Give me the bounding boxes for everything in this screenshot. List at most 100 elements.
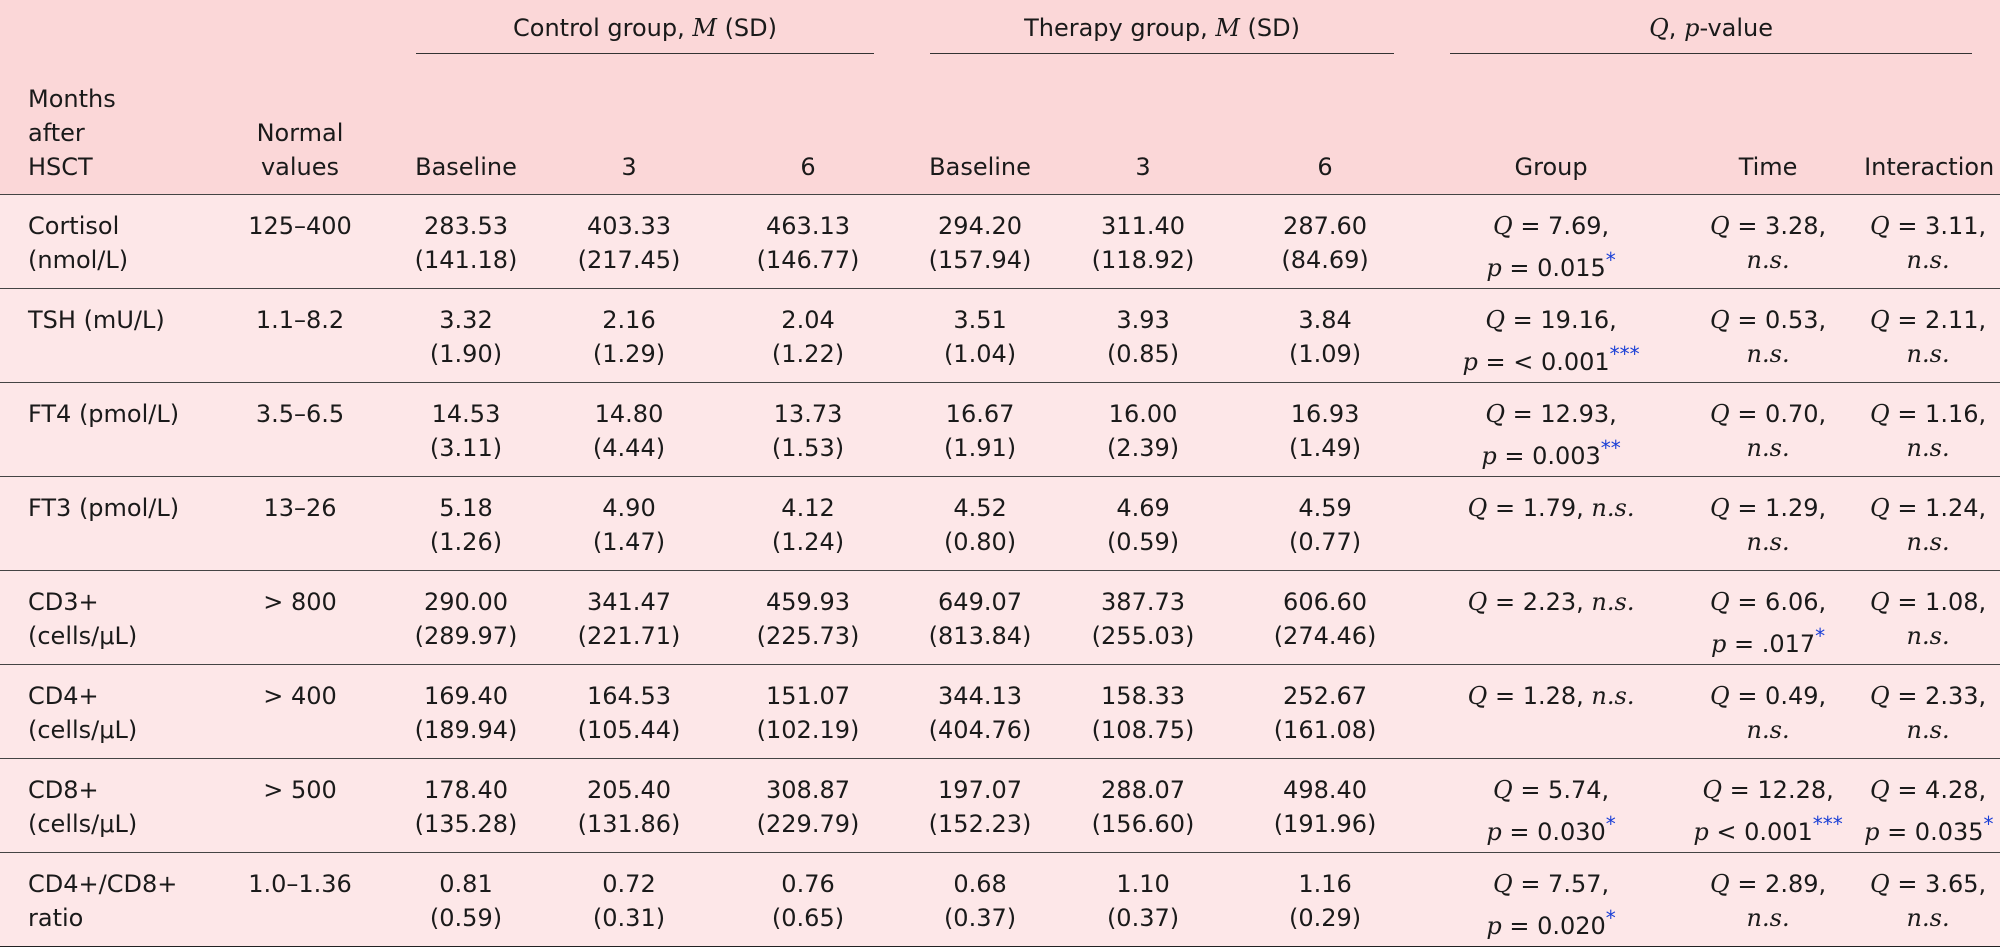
cell-interaction-stat: Q = 4.28, p = 0.035* [1856, 758, 2000, 853]
cell-interaction-stat: Q = 1.16, n.s. [1856, 382, 2000, 477]
cell-time-stat: Q = 0.49, n.s. [1680, 664, 1857, 759]
cell-therapy-6: 1.16 (0.29) [1228, 852, 1423, 947]
cell-time-stat: Q = 12.28, p < 0.001*** [1680, 758, 1857, 853]
cell-control-6: 0.76 (0.65) [714, 852, 903, 947]
cell-control-6: 151.07 (102.19) [714, 664, 903, 759]
row-label: Cortisol (nmol/L) [0, 194, 212, 289]
normal-value-cell: > 800 [212, 570, 388, 665]
subheader-therapy-3: 3 [1058, 60, 1229, 195]
table-row: FT4 (pmol/L) 3.5–6.5 14.53 (3.11) 14.80 (4.44… [0, 382, 2000, 477]
subheader-group: Group [1422, 60, 1681, 195]
cell-interaction-stat: Q = 1.08, n.s. [1856, 570, 2000, 665]
cell-therapy-6: 498.40 (191.96) [1228, 758, 1423, 853]
significance-stars: * [1605, 248, 1616, 272]
cell-therapy-3: 1.10 (0.37) [1058, 852, 1229, 947]
normal-values-header: Normal values [212, 60, 388, 195]
subheader-control-baseline: Baseline [388, 60, 544, 195]
cell-time-stat: Q = 3.28, n.s. [1680, 194, 1857, 289]
row-label: CD4+ (cells/μL) [0, 664, 212, 759]
cell-therapy-baseline: 4.52 (0.80) [902, 476, 1059, 571]
cell-group-stat: Q = 2.23, n.s. [1422, 570, 1681, 665]
cell-therapy-3: 288.07 (156.60) [1058, 758, 1229, 853]
subheader-time: Time [1680, 60, 1857, 195]
cell-control-baseline: 14.53 (3.11) [388, 382, 544, 477]
row-label: FT3 (pmol/L) [0, 476, 212, 571]
cell-group-stat: Q = 19.16, p = < 0.001*** [1422, 288, 1681, 383]
significance-stars: *** [1812, 812, 1843, 836]
cell-group-stat: Q = 7.57, p = 0.020* [1422, 852, 1681, 947]
cell-group-stat: Q = 1.79, n.s. [1422, 476, 1681, 571]
stats-header: Q, p-value [1422, 0, 2000, 60]
subheader-control-6: 6 [714, 60, 903, 195]
cell-control-baseline: 178.40 (135.28) [388, 758, 544, 853]
control-group-header: Control group, M (SD) [388, 0, 903, 60]
significance-stars: * [1815, 624, 1826, 648]
cell-therapy-3: 4.69 (0.59) [1058, 476, 1229, 571]
cell-therapy-baseline: 3.51 (1.04) [902, 288, 1059, 383]
normal-value-cell: 1.1–8.2 [212, 288, 388, 383]
normal-value-cell: 125–400 [212, 194, 388, 289]
cell-therapy-6: 3.84 (1.09) [1228, 288, 1423, 383]
cell-interaction-stat: Q = 2.33, n.s. [1856, 664, 2000, 759]
table-row: CD3+ (cells/μL) > 800 290.00 (289.97) 341.47(… [0, 570, 2000, 665]
cell-control-3: 2.16 (1.29) [544, 288, 714, 383]
table-row: FT3 (pmol/L) 13–26 5.18 (1.26) 4.90 (1.47) 4.1… [0, 476, 2000, 571]
cell-control-baseline: 3.32 (1.90) [388, 288, 544, 383]
cell-therapy-3: 387.73 (255.03) [1058, 570, 1229, 665]
cell-time-stat: Q = 0.53, n.s. [1680, 288, 1857, 383]
cell-therapy-baseline: 0.68 (0.37) [902, 852, 1059, 947]
cell-control-6: 13.73 (1.53) [714, 382, 903, 477]
cell-therapy-baseline: 344.13 (404.76) [902, 664, 1059, 759]
row-label: FT4 (pmol/L) [0, 382, 212, 477]
cell-therapy-baseline: 649.07 (813.84) [902, 570, 1059, 665]
cell-control-3: 164.53 (105.44) [544, 664, 714, 759]
cell-time-stat: Q = 6.06, p = .017* [1680, 570, 1857, 665]
cell-therapy-6: 252.67 (161.08) [1228, 664, 1423, 759]
table-row: CD4+ (cells/μL) > 400 169.40 (189.94) 164.53(… [0, 664, 2000, 759]
cell-therapy-6: 606.60 (274.46) [1228, 570, 1423, 665]
cell-therapy-6: 287.60 (84.69) [1228, 194, 1423, 289]
cell-therapy-baseline: 294.20 (157.94) [902, 194, 1059, 289]
significance-stars: * [1605, 812, 1616, 836]
therapy-group-header: Therapy group, M (SD) [902, 0, 1423, 60]
significance-stars: * [1605, 906, 1616, 930]
cell-time-stat: Q = 0.70, n.s. [1680, 382, 1857, 477]
row-label: CD3+ (cells/μL) [0, 570, 212, 665]
cell-therapy-6: 16.93 (1.49) [1228, 382, 1423, 477]
cell-interaction-stat: Q = 2.11, n.s. [1856, 288, 2000, 383]
cell-control-baseline: 169.40 (189.94) [388, 664, 544, 759]
table-row: TSH (mU/L) 1.1–8.2 3.32 (1.90) 2.16 (1.29) 2.0… [0, 288, 2000, 383]
cell-control-6: 2.04 (1.22) [714, 288, 903, 383]
cell-therapy-3: 3.93 (0.85) [1058, 288, 1229, 383]
subheader-interaction: Interaction [1856, 60, 2000, 195]
normal-value-cell: 3.5–6.5 [212, 382, 388, 477]
cell-time-stat: Q = 2.89, n.s. [1680, 852, 1857, 947]
months-header: Months after HSCT [0, 60, 212, 195]
subheader-therapy-baseline: Baseline [902, 60, 1059, 195]
cell-group-stat: Q = 7.69, p = 0.015* [1422, 194, 1681, 289]
cell-control-6: 4.12 (1.24) [714, 476, 903, 571]
cell-interaction-stat: Q = 1.24, n.s. [1856, 476, 2000, 571]
cell-time-stat: Q = 1.29, n.s. [1680, 476, 1857, 571]
significance-stars: * [1983, 812, 1994, 836]
subheader-control-3: 3 [544, 60, 714, 195]
cell-control-3: 205.40 (131.86) [544, 758, 714, 853]
cell-therapy-6: 4.59 (0.77) [1228, 476, 1423, 571]
normal-value-cell: 13–26 [212, 476, 388, 571]
cell-interaction-stat: Q = 3.65, n.s. [1856, 852, 2000, 947]
cell-therapy-baseline: 197.07 (152.23) [902, 758, 1059, 853]
cell-group-stat: Q = 5.74, p = 0.030* [1422, 758, 1681, 853]
cell-control-3: 4.90 (1.47) [544, 476, 714, 571]
cell-control-baseline: 283.53 (141.18) [388, 194, 544, 289]
cell-control-6: 308.87 (229.79) [714, 758, 903, 853]
cell-control-6: 463.13 (146.77) [714, 194, 903, 289]
normal-value-cell: > 400 [212, 664, 388, 759]
cell-therapy-3: 311.40 (118.92) [1058, 194, 1229, 289]
cell-interaction-stat: Q = 3.11, n.s. [1856, 194, 2000, 289]
cell-control-baseline: 5.18 (1.26) [388, 476, 544, 571]
group-header-row: Control group, M (SD) Therapy group, M (… [0, 0, 2000, 60]
significance-stars: ** [1600, 436, 1621, 460]
normal-value-cell: 1.0–1.36 [212, 852, 388, 947]
